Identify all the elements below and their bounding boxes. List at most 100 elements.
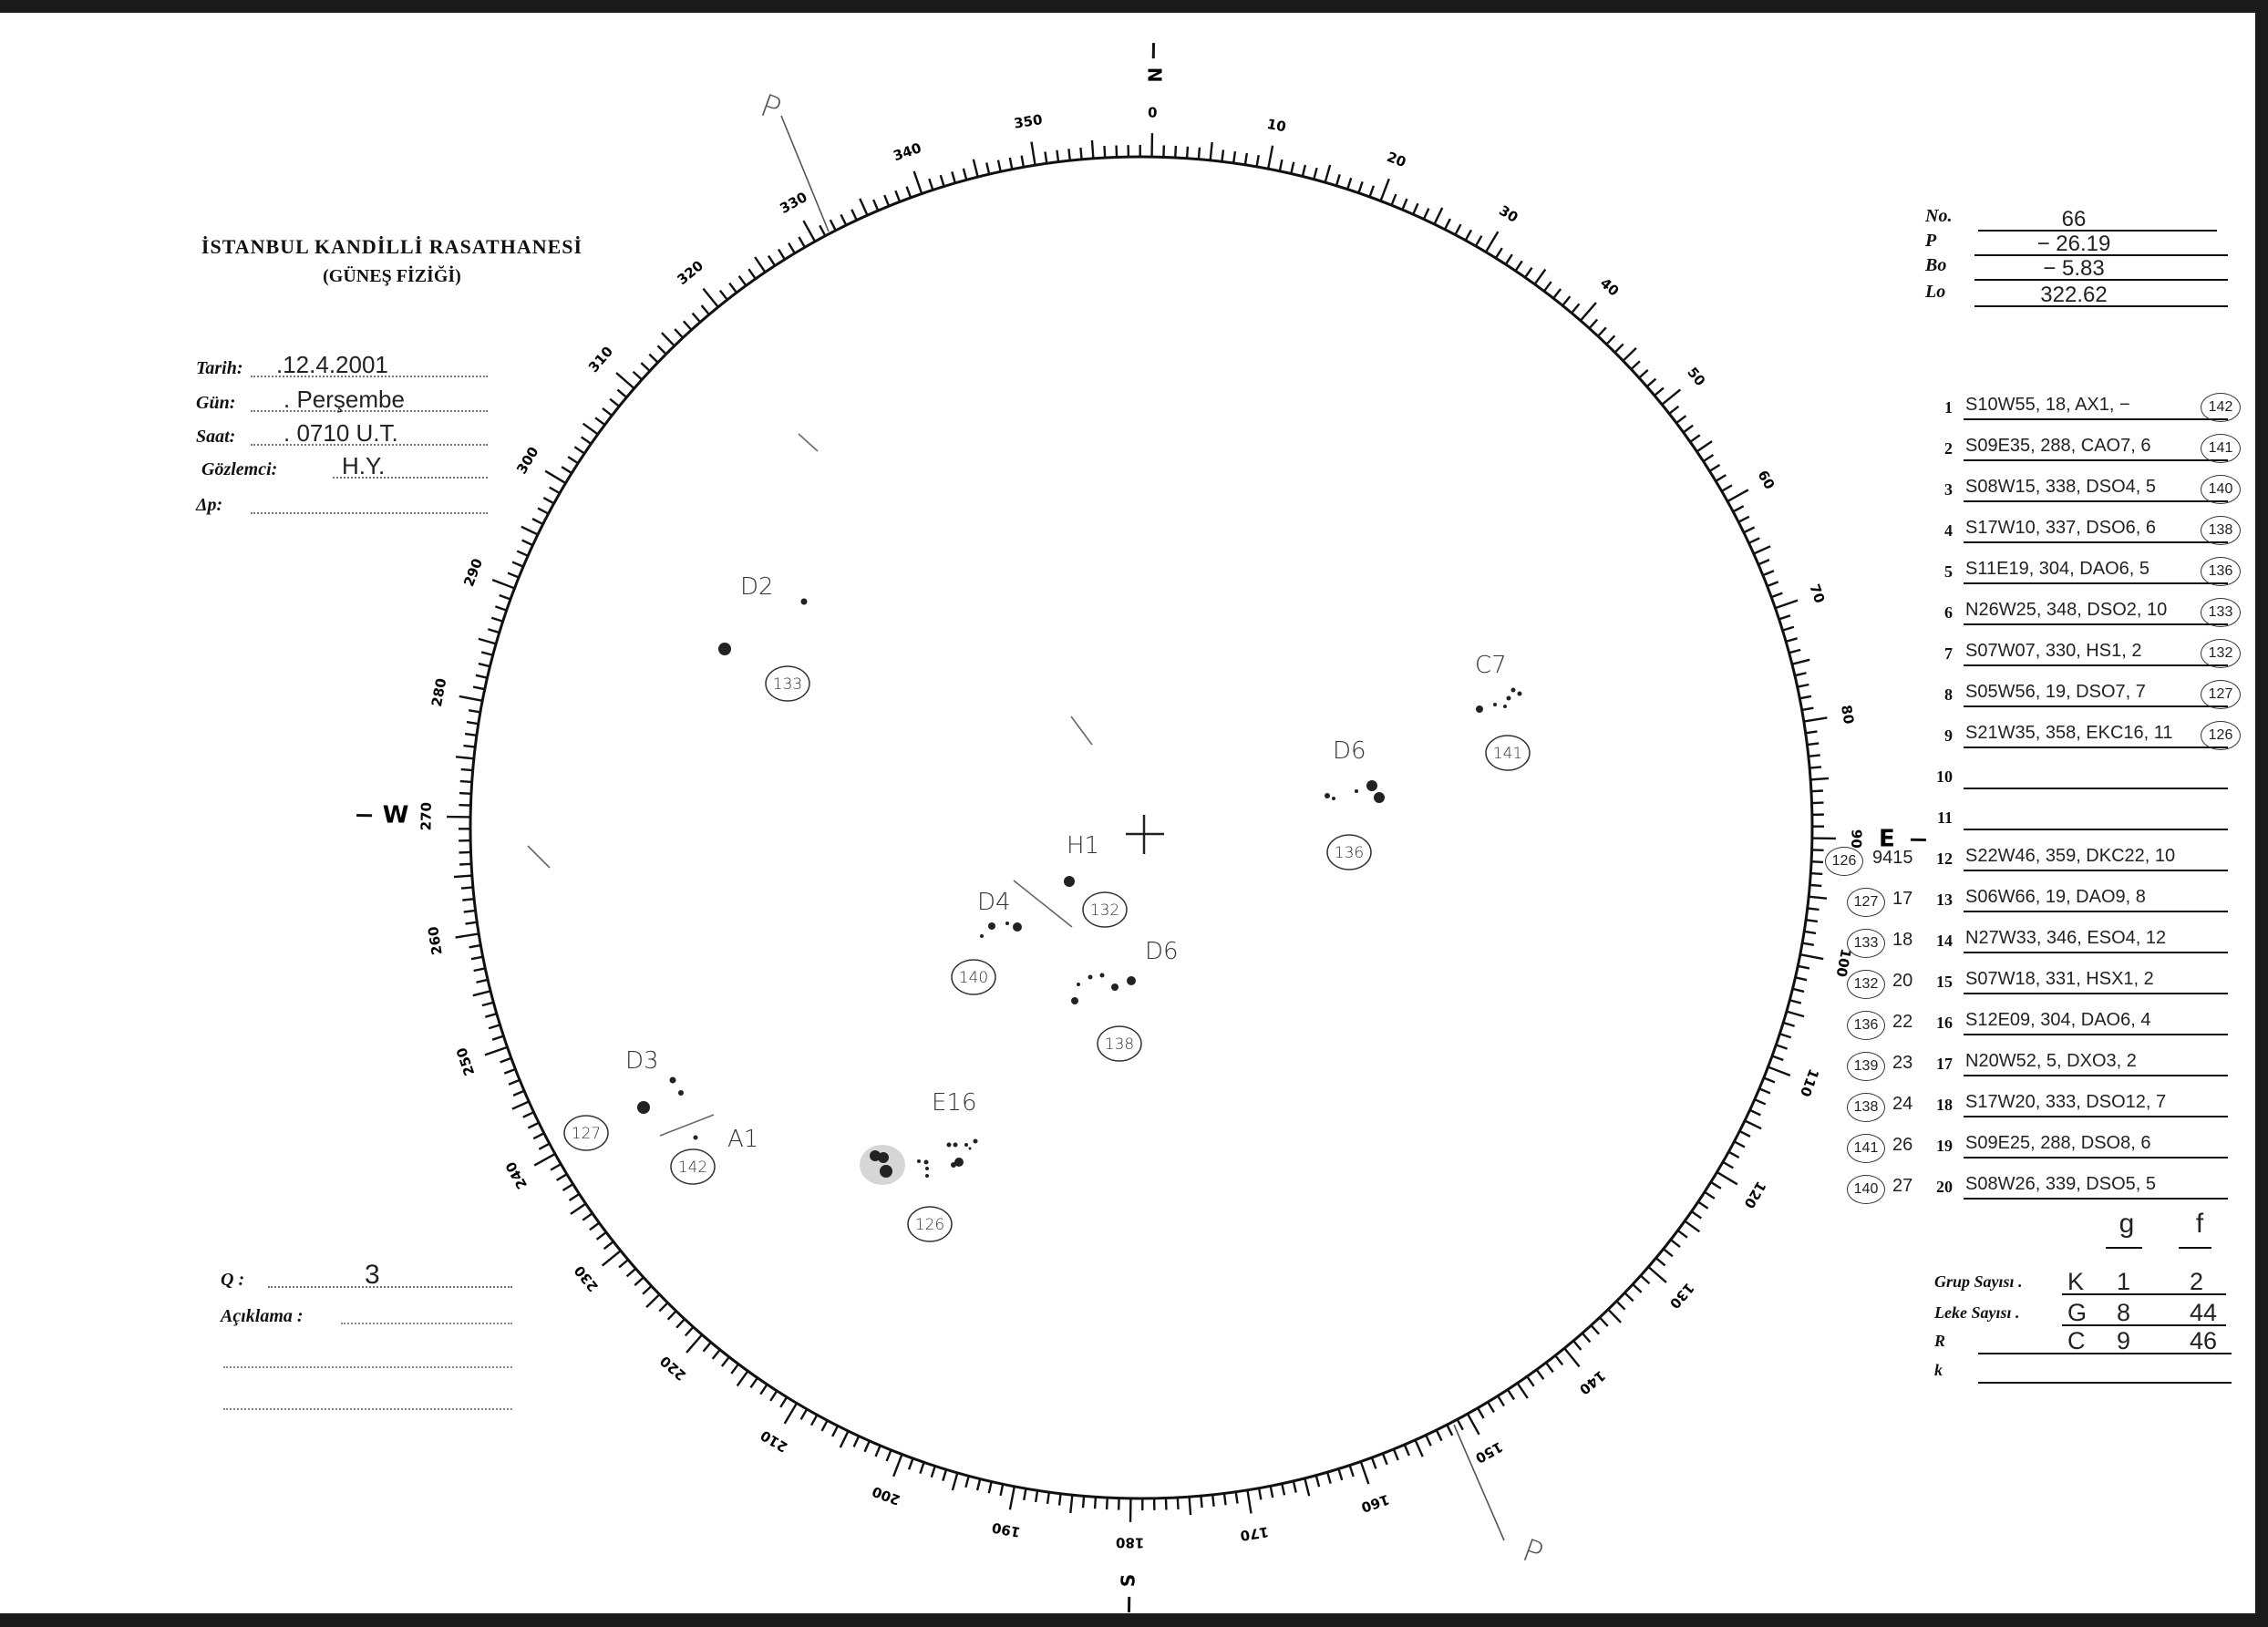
degree-tick xyxy=(749,1376,758,1388)
degree-tick xyxy=(1803,716,1828,723)
degree-tick xyxy=(1381,1453,1388,1466)
sunspot-group: D2 133 xyxy=(718,573,810,702)
prefix-number: 9415 xyxy=(1872,848,1913,868)
scale-label: 210 xyxy=(758,1426,790,1456)
group-class-label: H1 xyxy=(1067,832,1099,860)
field-label: Gün: xyxy=(196,393,236,413)
degree-tick xyxy=(645,1293,661,1308)
field-value: . 0710 U.T. xyxy=(284,419,398,447)
degree-tick xyxy=(602,407,613,417)
degree-tick xyxy=(1808,895,1828,900)
degree-tick xyxy=(1174,145,1178,159)
scale-label: 320 xyxy=(674,257,706,288)
degree-tick xyxy=(1775,599,1799,610)
degree-tick xyxy=(573,446,585,455)
degree-tick xyxy=(691,312,702,324)
sunspot xyxy=(973,1138,978,1144)
scale-label: 90 xyxy=(1848,829,1864,849)
degree-tick xyxy=(1211,1494,1215,1507)
degree-tick xyxy=(478,637,497,645)
degree-tick xyxy=(1188,1497,1192,1516)
degree-tick xyxy=(686,1334,704,1354)
prefix-number-circle: 126 xyxy=(1825,847,1863,876)
degree-tick xyxy=(1645,377,1657,388)
sunspot xyxy=(1013,922,1022,932)
degree-tick xyxy=(1008,157,1014,170)
degree-tick xyxy=(1647,1265,1667,1283)
remarks-line-3 xyxy=(223,1408,512,1410)
degree-tick xyxy=(1792,987,1805,994)
sunspot xyxy=(988,922,995,930)
sunspot-group: D3 127 xyxy=(563,1047,684,1151)
row-entry: S07W07, 330, HS1, 2 xyxy=(1965,641,2142,661)
scale-label: 150 xyxy=(1472,1438,1505,1467)
degree-tick xyxy=(1762,570,1775,577)
degree-tick xyxy=(616,388,628,398)
degree-tick xyxy=(1810,860,1824,864)
sunspot xyxy=(637,1101,650,1114)
group-number-circle: 140 xyxy=(2201,475,2241,504)
degree-tick xyxy=(1630,360,1641,370)
degree-tick xyxy=(718,289,728,301)
degree-tick xyxy=(1733,1140,1746,1148)
row-number: 2 xyxy=(1944,439,1953,458)
degree-tick xyxy=(798,236,806,248)
degree-tick xyxy=(562,1183,574,1192)
degree-tick xyxy=(1810,789,1823,793)
degree-tick xyxy=(777,248,786,261)
row-number: 16 xyxy=(1936,1014,1953,1032)
degree-tick xyxy=(1552,288,1562,299)
row-line xyxy=(1964,459,2228,461)
scale-label: 160 xyxy=(1359,1491,1391,1516)
sunspot xyxy=(946,1142,952,1148)
degree-tick xyxy=(1638,368,1649,379)
degree-tick xyxy=(1090,139,1095,159)
degree-tick xyxy=(1456,1418,1464,1431)
degree-tick xyxy=(1185,146,1190,159)
degree-tick xyxy=(1805,918,1819,923)
degree-tick xyxy=(1732,505,1745,513)
row-line xyxy=(1964,911,2228,912)
sunspot xyxy=(1366,780,1377,791)
degree-tick xyxy=(462,898,475,901)
sunspot xyxy=(1517,691,1522,696)
degree-tick xyxy=(466,720,479,726)
sunspot xyxy=(1332,797,1335,800)
degree-tick xyxy=(468,709,481,714)
prefix-number-circle: 133 xyxy=(1847,929,1885,958)
sunspot-group: E16 126 xyxy=(860,1089,978,1242)
row-entry: S05W56, 19, DSO7, 7 xyxy=(1965,682,2146,702)
quality-value: 3 xyxy=(365,1260,380,1290)
degree-tick xyxy=(829,219,837,232)
field-2: Saat: . 0710 U.T. xyxy=(196,419,488,449)
sunspot-group: D6 138 xyxy=(1071,938,1179,1062)
scale-label: 270 xyxy=(418,802,434,831)
count-label: Leke Sayısı . xyxy=(1934,1303,2020,1322)
degree-tick xyxy=(1763,1076,1776,1084)
degree-tick xyxy=(494,605,508,612)
degree-tick xyxy=(648,353,659,364)
field-label: Δp: xyxy=(196,495,223,515)
row-number: 6 xyxy=(1944,603,1953,622)
degree-tick xyxy=(487,628,500,634)
row-number: 20 xyxy=(1936,1178,1953,1196)
row-line xyxy=(1964,870,2228,871)
row-line xyxy=(1964,1116,2228,1117)
degree-tick xyxy=(1008,1486,1016,1510)
degree-tick xyxy=(1368,185,1376,198)
degree-tick xyxy=(972,159,979,178)
prefix-number: 26 xyxy=(1892,1135,1913,1155)
degree-tick xyxy=(1708,463,1721,472)
sunspot-group: A1 142 xyxy=(670,1126,758,1185)
degree-tick xyxy=(503,1067,516,1075)
degree-tick xyxy=(1715,474,1727,482)
row-number: 3 xyxy=(1944,480,1953,499)
group-number: 142 xyxy=(678,1158,707,1177)
degree-tick xyxy=(1057,1493,1062,1506)
row-entry: S21W35, 358, EKC16, 11 xyxy=(1965,723,2173,743)
count-line xyxy=(1978,1353,2232,1354)
ephemeris-value: − 5.83 xyxy=(2043,256,2105,281)
pencil-mark xyxy=(659,1114,715,1137)
degree-tick xyxy=(499,593,511,601)
degree-tick xyxy=(459,695,483,703)
